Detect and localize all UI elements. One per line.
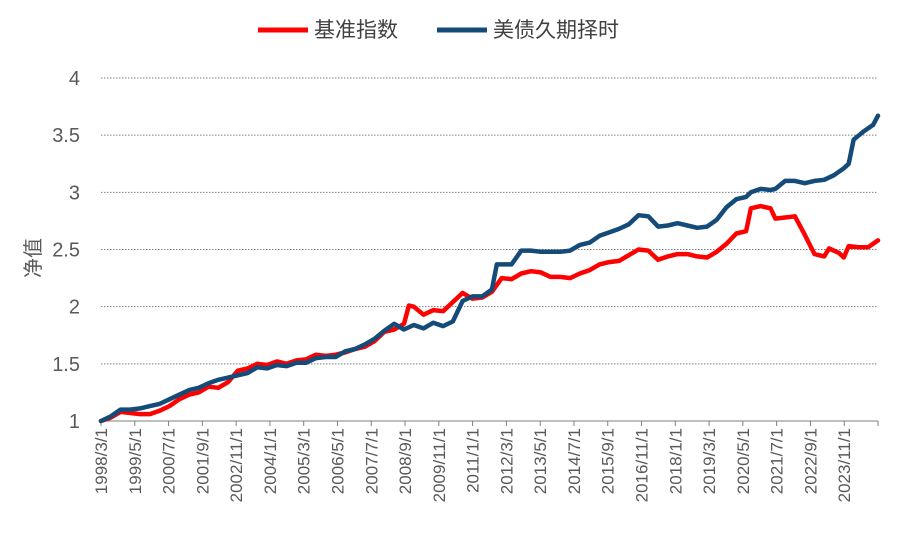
- x-tick-label: 2008/9/1: [396, 428, 415, 494]
- y-axis-label: 净值: [21, 238, 45, 278]
- x-tick-label: 2000/7/1: [160, 428, 179, 494]
- x-axis: 1998/3/1 1999/5/1 2000/7/1 2001/9/1 2002/11/…: [92, 420, 879, 502]
- x-tick-label: 2023/11/1: [835, 428, 854, 502]
- chart-legend: 基准指数 美债久期择时: [258, 18, 619, 42]
- x-tick-label: 2009/11/1: [430, 428, 449, 502]
- legend-label: 美债久期择时: [493, 18, 619, 42]
- gridlines: [101, 77, 878, 365]
- y-tick-label: 1: [69, 411, 80, 433]
- y-axis-ticks: 1 1.5 2 2.5 3 3.5 4: [52, 68, 80, 433]
- x-tick-label: 2013/5/1: [531, 428, 550, 494]
- series-line: [98, 113, 881, 424]
- y-tick-label: 2.5: [52, 240, 80, 262]
- x-tick-label: 2007/7/1: [362, 428, 381, 494]
- x-tick-label: 2011/1/1: [464, 428, 483, 493]
- x-tick-label: 1999/5/1: [126, 428, 145, 494]
- x-tick-label: 2021/7/1: [768, 428, 787, 494]
- x-tick-label: 2016/11/1: [633, 428, 652, 502]
- x-tick-label: 2002/11/1: [227, 428, 246, 502]
- x-tick-label: 2004/1/1: [261, 428, 280, 494]
- y-tick-label: 3.5: [52, 125, 80, 147]
- x-tick-label: 2019/3/1: [700, 428, 719, 494]
- y-tick-label: 1.5: [52, 354, 80, 376]
- series-line: [98, 203, 881, 424]
- series-lines: [98, 113, 881, 424]
- x-tick-label: 2014/7/1: [565, 428, 584, 494]
- legend-label: 基准指数: [314, 18, 398, 42]
- x-tick-label: 2018/1/1: [666, 428, 685, 494]
- y-tick-label: 3: [69, 182, 80, 204]
- x-tick-label: 2015/9/1: [599, 428, 618, 494]
- x-tick-label: 2005/3/1: [295, 428, 314, 494]
- y-tick-label: 4: [69, 68, 80, 90]
- x-tick-label: 2006/5/1: [328, 428, 347, 494]
- y-tick-label: 2: [69, 297, 80, 319]
- x-tick-label: 2022/9/1: [801, 428, 820, 494]
- x-tick-label: 1998/3/1: [92, 428, 111, 494]
- x-tick-label: 2020/5/1: [734, 428, 753, 494]
- x-tick-label: 2001/9/1: [193, 428, 212, 494]
- x-tick-label: 2012/3/1: [497, 428, 516, 494]
